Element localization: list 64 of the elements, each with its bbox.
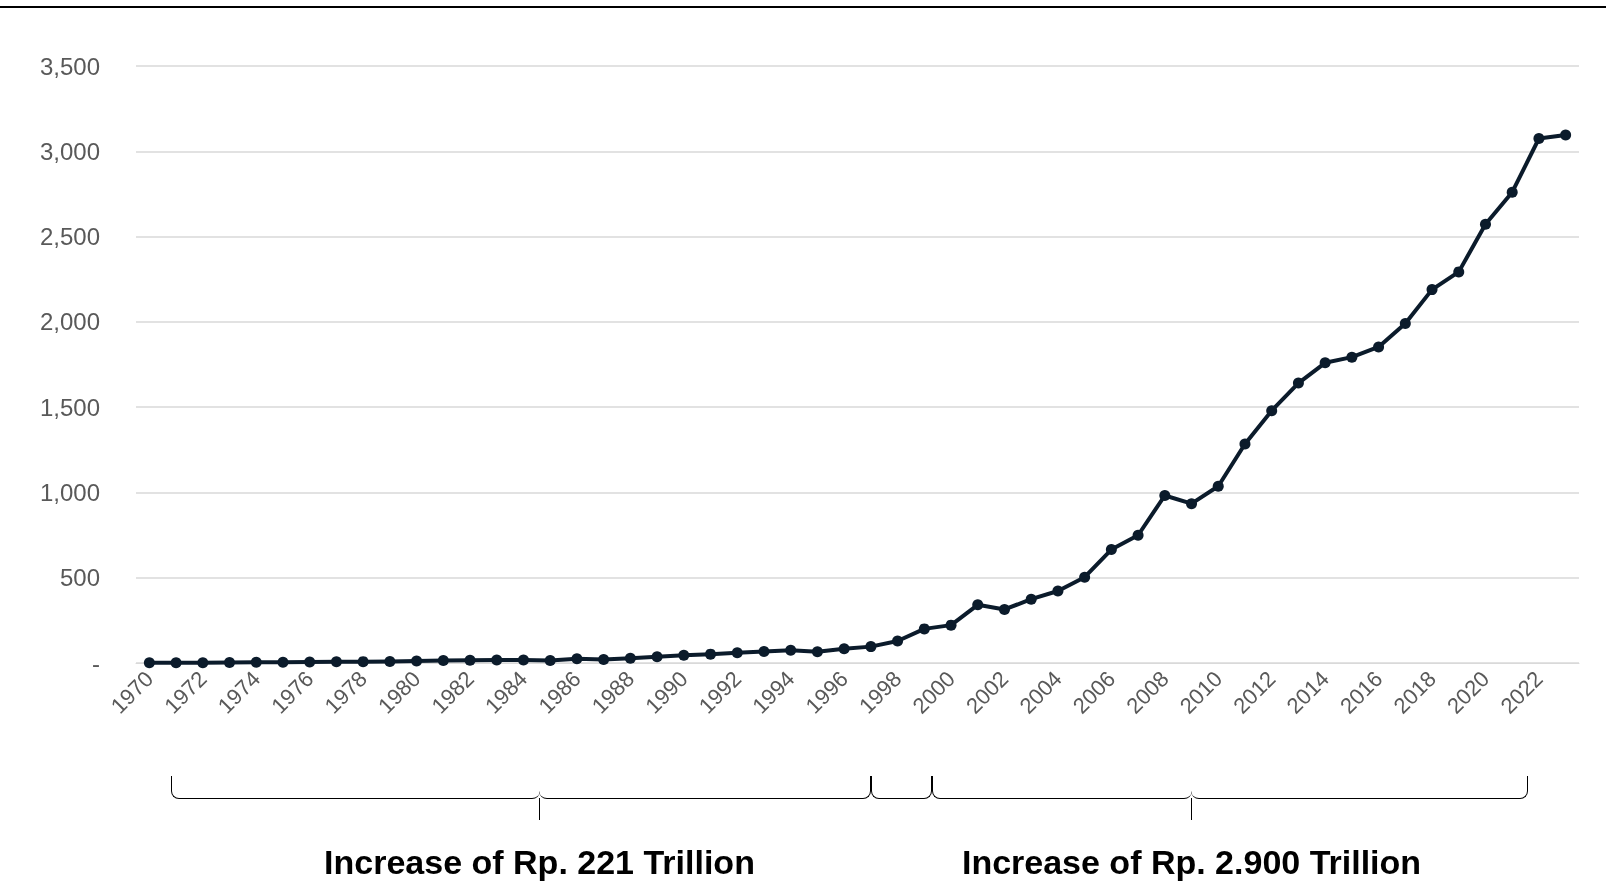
point bbox=[1346, 351, 1358, 363]
point bbox=[624, 652, 636, 664]
point bbox=[384, 655, 396, 667]
point bbox=[785, 644, 797, 656]
point bbox=[571, 653, 583, 665]
point bbox=[277, 656, 289, 668]
point bbox=[1479, 218, 1491, 230]
point bbox=[330, 656, 342, 668]
point bbox=[464, 654, 476, 666]
y-tick-label: 3,000 bbox=[39, 137, 100, 165]
point bbox=[705, 648, 717, 660]
point bbox=[517, 654, 529, 666]
point bbox=[1560, 129, 1572, 141]
point bbox=[491, 654, 503, 666]
text: Increase of Rp. 2.900 Trillion bbox=[961, 843, 1422, 882]
y-tick-label: 3,500 bbox=[39, 52, 100, 80]
point bbox=[1319, 357, 1331, 369]
point bbox=[1426, 284, 1438, 296]
point bbox=[544, 654, 556, 666]
point bbox=[224, 656, 236, 668]
point bbox=[1105, 544, 1117, 556]
point bbox=[1079, 571, 1091, 583]
y-tick-label: 2,000 bbox=[39, 308, 100, 336]
y-tick-label: 2,500 bbox=[39, 223, 100, 251]
point bbox=[437, 654, 449, 666]
point bbox=[1052, 585, 1064, 597]
y-tick-label: 500 bbox=[59, 564, 100, 592]
y-tick-label: - bbox=[92, 649, 100, 677]
point bbox=[1266, 405, 1278, 417]
point bbox=[838, 643, 850, 655]
point bbox=[357, 656, 369, 668]
point bbox=[892, 635, 904, 647]
point bbox=[731, 647, 743, 659]
point bbox=[945, 619, 957, 631]
point bbox=[918, 623, 930, 635]
point bbox=[1373, 341, 1385, 353]
point bbox=[1159, 490, 1171, 501]
point bbox=[1212, 480, 1224, 492]
point bbox=[972, 599, 984, 611]
point bbox=[170, 657, 182, 669]
point bbox=[197, 657, 209, 669]
point bbox=[1506, 186, 1518, 198]
point bbox=[651, 651, 663, 663]
point bbox=[1186, 498, 1198, 510]
point bbox=[678, 649, 690, 661]
text: Increase of Rp. 221 Trillion bbox=[324, 843, 755, 882]
point bbox=[811, 646, 823, 658]
point bbox=[304, 656, 316, 668]
point bbox=[1292, 377, 1304, 389]
point bbox=[411, 655, 423, 667]
point bbox=[1533, 133, 1545, 144]
point bbox=[1132, 529, 1144, 541]
point bbox=[1399, 317, 1411, 329]
y-tick-label: 1,500 bbox=[39, 393, 100, 421]
point bbox=[598, 654, 610, 666]
point bbox=[1453, 266, 1465, 278]
point bbox=[250, 656, 262, 668]
y-tick-label: 1,000 bbox=[39, 478, 100, 506]
point bbox=[758, 645, 770, 657]
point bbox=[1239, 438, 1251, 450]
point bbox=[998, 603, 1010, 615]
point bbox=[865, 641, 877, 653]
point bbox=[143, 657, 155, 669]
point bbox=[1025, 593, 1037, 605]
